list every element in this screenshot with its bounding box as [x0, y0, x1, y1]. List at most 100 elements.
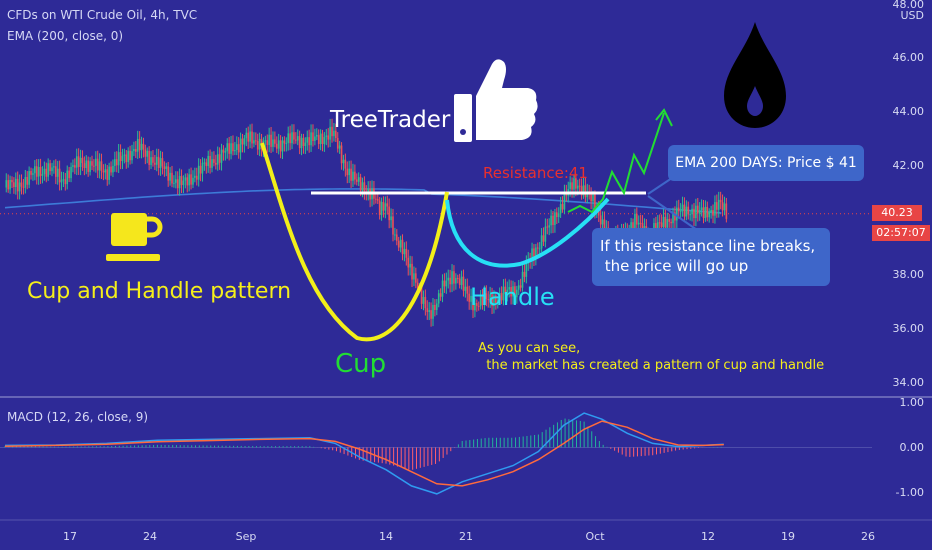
candle-body [175, 179, 177, 183]
candle-body [142, 143, 145, 150]
candle-body [516, 289, 518, 298]
candle-body [571, 182, 573, 190]
candle-body [114, 159, 116, 166]
time-tick-label: 26 [861, 530, 875, 543]
price-tick-label: 38.00 [892, 268, 925, 281]
candle-body [434, 304, 436, 311]
candle-body [487, 299, 490, 301]
candle-body [293, 132, 295, 140]
projection-path [567, 112, 665, 214]
candle-body [531, 248, 533, 261]
ema-callout-text: EMA 200 DAYS: Price $ 41 [675, 155, 857, 171]
candle-body [382, 201, 385, 211]
time-tick-label: 19 [781, 530, 795, 543]
candle-body [317, 135, 320, 145]
candle-body [304, 142, 307, 147]
candle-body [32, 173, 34, 175]
candle-body [66, 170, 69, 185]
candle-body [62, 179, 65, 181]
candle-body [375, 198, 377, 200]
candle-body [218, 154, 221, 163]
candle-body [56, 168, 59, 177]
candle-body [523, 271, 526, 277]
candle-body [302, 137, 305, 147]
candle-body [506, 289, 509, 295]
candle-body [639, 222, 642, 224]
candle-body [336, 138, 339, 149]
macd-line [4, 412, 724, 495]
candle-body [283, 140, 286, 144]
price-tick-label: 42.00 [892, 159, 925, 172]
candle-body [180, 175, 183, 186]
candle-body [672, 212, 674, 224]
time-tick-label: 24 [143, 530, 157, 543]
candle-body [464, 286, 467, 291]
candle-body [693, 208, 695, 219]
candle-body [70, 166, 72, 179]
candle-body [432, 304, 434, 319]
candle-body [504, 286, 507, 295]
candle-body [557, 213, 560, 218]
candle-body [150, 157, 152, 165]
candle-body [129, 150, 131, 161]
candle-body [367, 188, 370, 193]
breakout-callout-pointer [647, 195, 701, 233]
candle-body [354, 171, 356, 180]
candle-body [131, 151, 133, 161]
candle-body [287, 133, 290, 143]
candle-body [9, 179, 11, 190]
candle-body [216, 154, 219, 165]
candle-body [182, 180, 185, 186]
candle-body [190, 174, 192, 185]
candle-body [716, 202, 718, 210]
time-tick-label: 12 [701, 530, 715, 543]
candle-body [674, 212, 676, 221]
candle-body [157, 156, 160, 168]
candle-body [721, 202, 724, 211]
cup-curve [260, 142, 449, 342]
candle-body [274, 139, 276, 144]
candle-body [413, 273, 415, 280]
candle-body [449, 277, 451, 285]
coffee-cup-icon [106, 213, 163, 261]
candle-body [144, 149, 147, 157]
candle-body [201, 162, 204, 174]
candle-body [89, 161, 91, 172]
candle-body [679, 211, 682, 213]
macd-indicator-label: MACD (12, 26, close, 9) [7, 410, 149, 424]
candle-body [533, 248, 535, 259]
candle-body [16, 178, 19, 192]
candle-body [338, 145, 341, 149]
candle-body [253, 140, 255, 144]
candle-body [289, 133, 291, 144]
candle-body [312, 132, 314, 141]
candle-body [409, 263, 411, 268]
candle-body [148, 150, 150, 165]
candle-body [171, 172, 173, 184]
candle-body [706, 206, 709, 218]
candle-body [630, 222, 632, 231]
macd-tick-label: 0.00 [899, 441, 925, 454]
candle-body [443, 280, 446, 287]
candle-body [81, 157, 84, 164]
candle-body [485, 293, 488, 300]
candle-body [77, 156, 80, 167]
candle-body [685, 206, 688, 217]
candle-body [670, 221, 672, 224]
candle-body [346, 168, 349, 176]
candle-body [163, 166, 166, 169]
candle-body [110, 166, 112, 173]
candle-body [49, 163, 51, 172]
candle-body [474, 303, 476, 311]
brand-label: TreeTrader [330, 107, 451, 133]
candle-body [306, 137, 309, 143]
candle-body [395, 234, 398, 241]
candle-body [384, 203, 387, 211]
candle-body [224, 151, 227, 153]
candle-body [439, 293, 442, 297]
candle-body [321, 133, 324, 145]
time-tick-label: Oct [585, 530, 605, 543]
candle-body [552, 215, 554, 226]
macd-pane [0, 412, 872, 495]
candle-body [325, 135, 328, 138]
